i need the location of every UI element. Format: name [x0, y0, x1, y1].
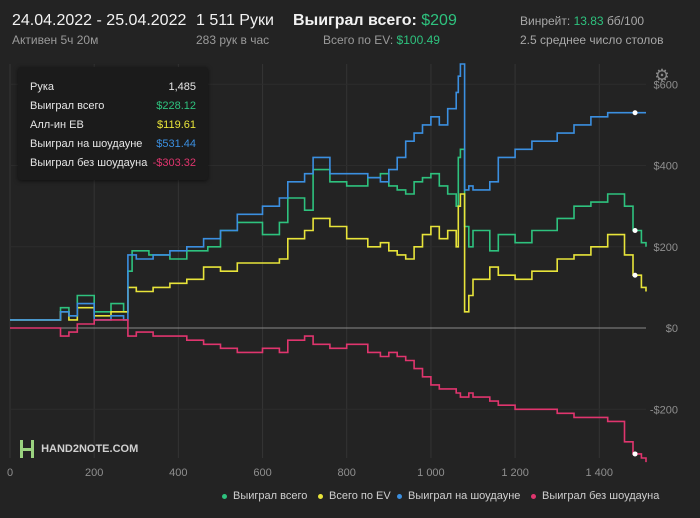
won-total-label: Выиграл всего:: [293, 12, 417, 29]
x-tick-label: 800: [338, 467, 356, 479]
series-line: [10, 148, 647, 321]
hover-marker: [632, 451, 638, 457]
legend-label: Выиграл без шоудауна: [542, 490, 660, 502]
legend-item[interactable]: Всего по EV: [318, 490, 391, 502]
won-total: Выиграл всего: $209: [293, 12, 457, 30]
hover-marker: [632, 110, 638, 116]
series-line: [10, 193, 647, 321]
hand2note-logo-icon: [20, 440, 34, 458]
winrate-label: Винрейт:: [520, 14, 571, 28]
series-line: [10, 63, 646, 321]
legend-label: Всего по EV: [329, 490, 391, 502]
tooltip-row: Выиграл на шоудауне $531.44: [30, 138, 196, 154]
tooltip-value: -$303.32: [152, 157, 196, 169]
won-total-value: $209: [421, 12, 457, 29]
legend-dot: [397, 493, 402, 499]
legend-label: Выиграл на шоудауне: [408, 490, 521, 502]
date-range: 24.04.2022 - 25.04.2022: [12, 12, 187, 29]
hands-per-hour: 283 рук в час: [196, 33, 270, 47]
legend-dot: [222, 493, 227, 499]
x-tick-label: 600: [253, 467, 271, 479]
tooltip-value: $531.44: [156, 138, 196, 150]
y-tick-label: $200: [654, 242, 678, 254]
tooltip-label: Выиграл на шоудауне: [30, 138, 143, 150]
tooltip-label: Выиграл без шоудауна: [30, 157, 148, 169]
tooltip-label: Рука: [30, 81, 55, 93]
active-duration: Активен 5ч 20м: [12, 33, 99, 47]
hover-marker: [632, 228, 638, 234]
y-tick-label: -$200: [650, 404, 678, 416]
tooltip-value: $119.61: [157, 119, 196, 131]
legend-dot: [531, 493, 536, 499]
stats-header: 24.04.2022 - 25.04.2022 Активен 5ч 20м 1…: [0, 0, 700, 56]
legend-item[interactable]: Выиграл на шоудауне: [397, 490, 520, 502]
hover-tooltip: Рука 1,485 Выиграл всего $228.12 Алл-ин EB $1…: [18, 67, 208, 180]
ev-label: Всего по EV:: [323, 33, 394, 47]
x-tick-label: 0: [7, 467, 13, 479]
legend-label: Выиграл всего: [233, 490, 308, 502]
winrate: Винрейт: 13.83 бб/100: [520, 14, 644, 28]
tooltip-label: Алл-ин EB: [30, 119, 84, 131]
hand2note-logo: HAND2NOTE.COM: [20, 440, 138, 458]
tooltip-value: 1,485: [168, 81, 196, 93]
legend-dot: [318, 493, 323, 499]
x-tick-label: 1 400: [586, 467, 614, 479]
avg-tables: 2.5 среднее число столов: [520, 33, 664, 47]
tooltip-row: Алл-ин EB $119.61: [30, 119, 196, 135]
ev-total: Всего по EV: $100.49: [323, 33, 440, 47]
gear-icon[interactable]: ⚙: [654, 66, 670, 85]
y-tick-label: $0: [666, 323, 678, 335]
legend-item[interactable]: Выиграл без шоудауна: [531, 490, 659, 502]
ev-value: $100.49: [396, 33, 440, 47]
tooltip-value: $228.12: [156, 100, 196, 112]
x-tick-label: 1 000: [417, 467, 445, 479]
x-tick-label: 400: [169, 467, 187, 479]
logo-text: HAND2NOTE.COM: [41, 442, 139, 455]
x-tick-label: 200: [85, 467, 103, 479]
tooltip-row: Выиграл всего $228.12: [30, 100, 196, 116]
legend-item[interactable]: Выиграл всего: [222, 490, 307, 502]
hands-count: 1 511 Руки: [196, 12, 274, 29]
tooltip-label: Выиграл всего: [30, 100, 105, 112]
hover-marker: [632, 272, 638, 278]
x-tick-label: 1 200: [501, 467, 529, 479]
tooltip-row: Выиграл без шоудауна -$303.32: [30, 157, 196, 173]
winrate-unit: бб/100: [606, 14, 645, 28]
winrate-value: 13.83: [573, 14, 604, 28]
tooltip-row: Рука 1,485: [30, 81, 196, 97]
profit-chart: 0 200 400 600 800 1 000 1 200 1 400 $600 $400 $200…: [7, 63, 678, 479]
y-tick-label: $400: [654, 161, 678, 173]
y-tick-label: $600: [654, 79, 678, 91]
series-line: [10, 319, 647, 463]
